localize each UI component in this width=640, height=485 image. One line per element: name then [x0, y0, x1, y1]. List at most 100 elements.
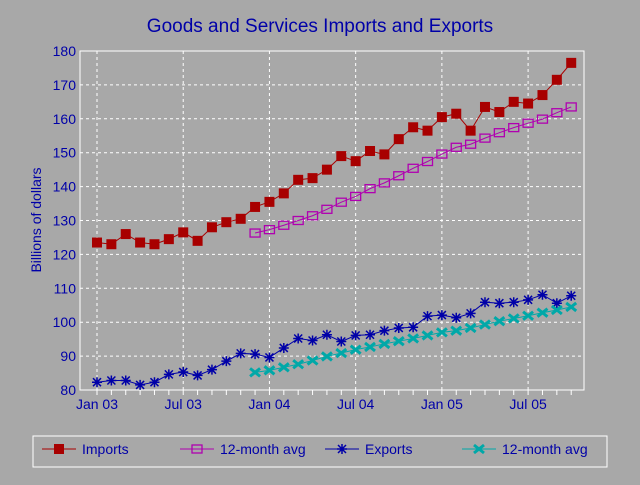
data-point: [435, 327, 448, 338]
data-point: [249, 367, 262, 378]
y-tick-label: 140: [53, 179, 77, 195]
series-2: [92, 289, 577, 390]
x-tick-label: Jan 05: [421, 396, 463, 412]
data-point: [336, 151, 347, 162]
data-point: [436, 112, 447, 123]
x-tick-label: Jul 04: [337, 396, 375, 412]
data-point: [206, 222, 217, 233]
data-point: [464, 322, 477, 334]
data-point: [508, 297, 519, 308]
data-point: [493, 316, 506, 327]
legend-label: Exports: [365, 441, 412, 457]
data-point: [293, 174, 304, 185]
data-point: [479, 101, 490, 112]
data-point: [350, 330, 361, 341]
data-point: [422, 125, 433, 136]
data-point: [278, 220, 290, 230]
data-point: [393, 134, 404, 145]
data-point: [566, 290, 577, 301]
data-point: [364, 183, 376, 194]
data-point: [293, 333, 304, 344]
data-point: [465, 308, 476, 319]
data-point: [407, 333, 420, 344]
data-point: [350, 191, 362, 202]
data-point: [337, 444, 347, 454]
legend-label: 12-month avg: [220, 441, 306, 457]
data-point: [393, 171, 405, 181]
data-point: [421, 156, 434, 167]
data-point: [522, 118, 534, 128]
data-point: [335, 197, 347, 207]
data-point: [178, 227, 189, 238]
y-tick-label: 110: [54, 280, 77, 296]
data-point: [192, 370, 203, 381]
data-point: [422, 311, 433, 322]
y-tick-label: 80: [60, 382, 76, 398]
series-0: [92, 57, 577, 250]
data-point: [408, 122, 419, 133]
data-point: [278, 188, 289, 199]
data-point: [120, 375, 131, 386]
data-point: [349, 344, 362, 355]
series-line: [96, 62, 572, 245]
data-point: [565, 102, 577, 112]
data-point: [306, 211, 319, 221]
data-point: [537, 289, 548, 300]
y-tick-label: 150: [53, 145, 77, 161]
data-point: [192, 235, 203, 246]
legend-item: Exports: [325, 441, 412, 457]
data-point: [235, 348, 246, 359]
data-point: [278, 342, 289, 353]
data-point: [450, 142, 462, 152]
data-point: [178, 367, 189, 378]
data-point: [306, 355, 319, 366]
data-point: [494, 107, 505, 118]
data-point: [421, 330, 434, 341]
data-point: [206, 364, 217, 375]
data-point: [537, 90, 548, 101]
data-point: [221, 217, 232, 228]
data-point: [320, 351, 333, 362]
y-axis-label: Billions of dollars: [28, 167, 44, 272]
data-point: [523, 294, 534, 305]
data-point: [523, 98, 534, 109]
data-point: [550, 304, 563, 316]
legend-item: Imports: [42, 441, 129, 457]
data-point: [307, 335, 318, 346]
data-point: [292, 359, 305, 370]
data-point: [292, 215, 304, 226]
data-point: [451, 312, 462, 323]
data-point: [407, 163, 419, 173]
data-point: [450, 325, 463, 336]
data-point: [436, 310, 447, 321]
chart-title: Goods and Services Imports and Exports: [147, 16, 493, 37]
data-point: [508, 122, 520, 133]
data-point: [191, 444, 203, 454]
data-point: [565, 301, 578, 313]
data-point: [264, 196, 275, 207]
data-point: [106, 239, 117, 250]
data-point: [92, 237, 102, 248]
data-point: [149, 239, 160, 250]
data-point: [536, 114, 549, 124]
data-point: [566, 57, 577, 68]
data-point: [408, 322, 419, 333]
data-point: [393, 322, 404, 333]
data-point: [378, 338, 391, 350]
x-tick-label: Jul 03: [165, 396, 203, 412]
y-tick-label: 170: [53, 77, 77, 93]
data-point: [336, 336, 347, 347]
y-tick-label: 130: [53, 213, 77, 229]
data-point: [364, 341, 376, 353]
data-point: [493, 128, 506, 138]
data-point: [321, 204, 333, 214]
legend-item: 12-month avg: [462, 441, 588, 457]
data-point: [473, 443, 485, 455]
data-point: [378, 178, 391, 188]
data-point: [163, 234, 174, 245]
legend-box: [32, 435, 608, 468]
data-point: [277, 362, 290, 373]
data-point: [106, 375, 117, 386]
